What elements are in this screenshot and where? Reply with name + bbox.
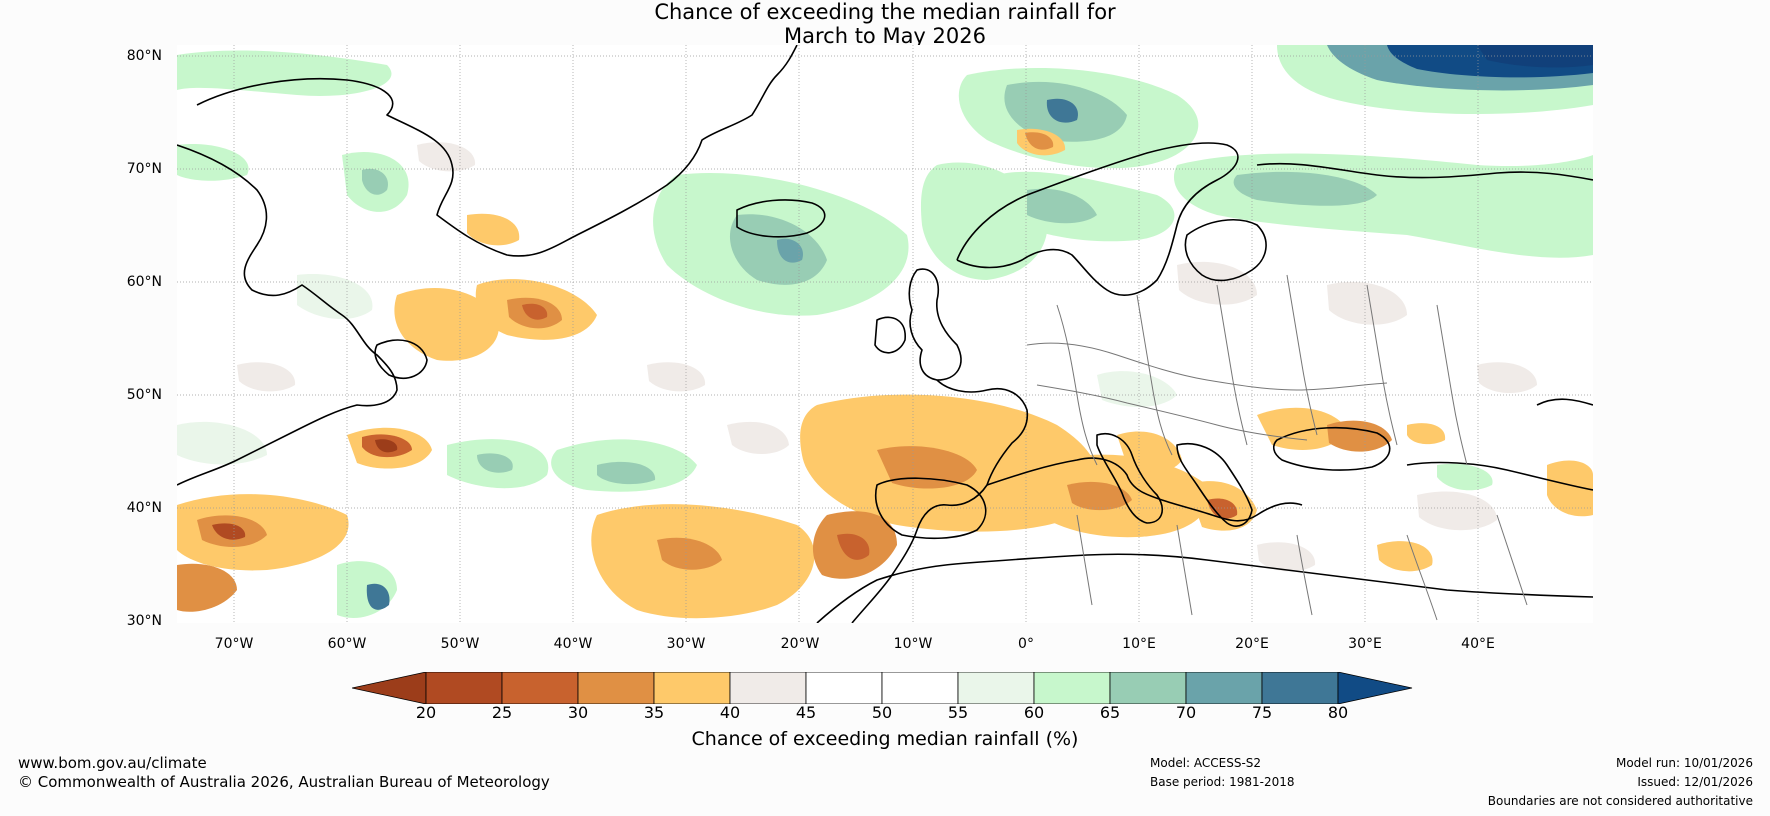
model-text: Model: ACCESS-S2 [1150, 756, 1262, 770]
colorbar-arrow-low [352, 672, 427, 704]
rainfall-map [177, 45, 1593, 623]
colorbar-tick-label: 45 [795, 703, 817, 722]
colorbar-tick-label: 25 [491, 703, 513, 722]
lat-label-50n: 50°N [126, 387, 162, 403]
colorbar-segment [653, 672, 731, 704]
colorbar-segment [1033, 672, 1111, 704]
lat-label-40n: 40°N [126, 500, 162, 516]
lon-label-30w: 30°W [666, 636, 706, 652]
colorbar-tick-label: 40 [719, 703, 741, 722]
rainfall-map-svg [177, 45, 1593, 623]
colorbar-tick-label: 65 [1099, 703, 1121, 722]
lon-label-60w: 60°W [327, 636, 367, 652]
colorbar-segment [577, 672, 655, 704]
graticule [177, 45, 1593, 623]
colorbar-tick-label: 35 [643, 703, 665, 722]
model-run-text: Model run: 10/01/2026 [1615, 756, 1753, 770]
disclaimer-text: Boundaries are not considered authoritat… [1487, 794, 1753, 808]
lon-label-40e: 40°E [1461, 636, 1495, 652]
colorbar-arrow-high [1337, 672, 1413, 704]
coastlines [177, 45, 1593, 623]
lon-label-50w: 50°W [440, 636, 480, 652]
drier-regions [177, 128, 1593, 619]
lat-label-60n: 60°N [126, 274, 162, 290]
colorbar-tick-label: 50 [871, 703, 893, 722]
wetter-regions [177, 45, 1593, 618]
colorbar-segment [729, 672, 807, 704]
lat-label-30n: 30°N [126, 613, 162, 629]
lon-label-20w: 20°W [780, 636, 820, 652]
map-title: Chance of exceeding the median rainfall … [0, 0, 1770, 48]
colorbar-segment [881, 672, 959, 704]
lon-label-30e: 30°E [1348, 636, 1382, 652]
lon-label-10w: 10°W [893, 636, 933, 652]
copyright-text: © Commonwealth of Australia 2026, Austra… [18, 773, 550, 791]
colorbar-tick-label: 75 [1251, 703, 1273, 722]
map-title-line1: Chance of exceeding the median rainfall … [654, 0, 1116, 24]
issued-text: Issued: 12/01/2026 [1637, 775, 1753, 789]
colorbar-tick-label: 20 [415, 703, 437, 722]
country-borders [1026, 274, 1528, 621]
colorbar [352, 672, 1413, 704]
colorbar-segment [501, 672, 579, 704]
lon-label-40w: 40°W [553, 636, 593, 652]
colorbar-title: Chance of exceeding median rainfall (%) [691, 728, 1079, 750]
lon-label-70w: 70°W [214, 636, 254, 652]
colorbar-tick-label: 30 [567, 703, 589, 722]
lon-label-10e: 10°E [1122, 636, 1156, 652]
colorbar-segment [1261, 672, 1339, 704]
colorbar-segment [1109, 672, 1187, 704]
lat-label-80n: 80°N [126, 48, 162, 64]
colorbar-tick-label: 80 [1327, 703, 1349, 722]
slightly-drier-regions [237, 142, 1537, 572]
colorbar-tick-label: 70 [1175, 703, 1197, 722]
lon-label-0: 0° [1018, 636, 1034, 652]
lat-label-70n: 70°N [126, 161, 162, 177]
base-period-text: Base period: 1981-2018 [1150, 775, 1295, 789]
colorbar-tick-label: 55 [947, 703, 969, 722]
lon-label-20e: 20°E [1235, 636, 1269, 652]
colorbar-segment [1185, 672, 1263, 704]
map-title-line2: March to May 2026 [784, 24, 986, 48]
colorbar-tick-label: 60 [1023, 703, 1045, 722]
colorbar-segment [957, 672, 1035, 704]
colorbar-segment [425, 672, 503, 704]
colorbar-segment [805, 672, 883, 704]
website-link[interactable]: www.bom.gov.au/climate [18, 754, 207, 772]
